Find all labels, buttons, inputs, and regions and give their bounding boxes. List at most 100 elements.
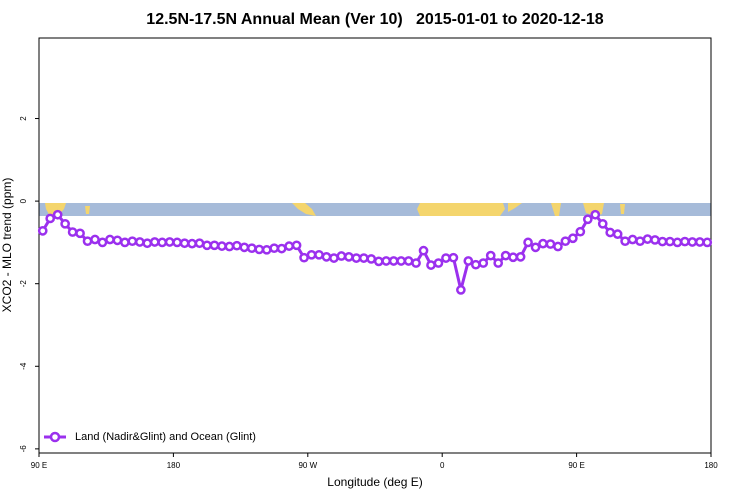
data-point xyxy=(321,252,332,262)
data-point xyxy=(52,209,63,220)
data-point xyxy=(575,226,586,237)
y-axis-label: XCO2 - MLO trend (ppm) xyxy=(0,178,14,313)
data-point xyxy=(545,239,556,249)
data-point xyxy=(284,241,294,251)
data-point xyxy=(75,228,85,239)
data-point xyxy=(67,227,78,237)
data-point xyxy=(112,235,123,246)
data-point xyxy=(627,234,638,245)
data-point xyxy=(291,240,302,251)
data-point xyxy=(269,243,280,254)
data-point xyxy=(515,252,526,262)
data-point xyxy=(134,237,145,247)
land xyxy=(620,204,625,214)
data-point xyxy=(239,242,250,253)
data-point xyxy=(568,233,578,244)
data-point xyxy=(500,250,511,261)
y-tick-label: -6 xyxy=(19,445,28,453)
data-point xyxy=(456,285,466,295)
data-point xyxy=(336,251,347,261)
data-point xyxy=(508,252,518,263)
data-point xyxy=(254,244,265,255)
data-point xyxy=(276,243,287,254)
data-point xyxy=(485,250,496,261)
x-tick-label: 0 xyxy=(440,461,445,470)
data-point xyxy=(60,218,70,229)
data-point xyxy=(37,225,48,236)
data-point xyxy=(657,236,668,247)
data-point xyxy=(306,249,317,260)
data-point xyxy=(441,253,451,263)
data-point xyxy=(605,227,616,238)
data-point xyxy=(344,252,354,262)
data-point xyxy=(381,256,392,266)
data-point xyxy=(224,241,235,252)
data-point xyxy=(523,237,533,248)
data-point xyxy=(217,241,227,251)
data-point xyxy=(553,241,563,252)
data-point xyxy=(597,218,608,229)
data-point xyxy=(635,236,645,247)
y-tick-label: -4 xyxy=(19,362,28,370)
data-point xyxy=(463,256,474,266)
data-point xyxy=(142,238,153,249)
x-axis-label: Longitude (deg E) xyxy=(327,475,422,489)
data-point xyxy=(45,213,56,224)
data-point xyxy=(149,237,160,247)
data-point xyxy=(403,256,414,266)
data-point xyxy=(209,240,220,251)
data-point xyxy=(612,229,623,239)
y-tick-label: 2 xyxy=(19,116,28,121)
legend-label: Land (Nadir&Glint) and Ocean (Glint) xyxy=(75,431,256,443)
data-point xyxy=(418,245,429,256)
data-point xyxy=(694,237,705,247)
data-point xyxy=(373,256,384,267)
data-point xyxy=(448,252,459,263)
land xyxy=(551,203,561,216)
data-point xyxy=(179,238,190,249)
data-point xyxy=(105,234,115,245)
land xyxy=(292,203,316,216)
data-point xyxy=(642,234,653,244)
data-point xyxy=(687,237,698,247)
data-point xyxy=(299,252,309,263)
data-point xyxy=(164,237,175,247)
data-point xyxy=(314,249,324,260)
data-point xyxy=(411,258,421,268)
data-point xyxy=(90,234,100,245)
data-point xyxy=(672,237,683,248)
chart-title: 12.5N-17.5N Annual Mean (Ver 10) 2015-01… xyxy=(146,11,604,28)
data-point xyxy=(426,260,436,270)
data-point xyxy=(478,258,489,268)
x-tick-label: 180 xyxy=(704,461,718,470)
data-point xyxy=(358,253,369,263)
data-point xyxy=(680,236,690,247)
data-point xyxy=(261,244,272,255)
data-point xyxy=(194,238,205,249)
series-line xyxy=(41,213,708,292)
data-point xyxy=(665,236,675,247)
data-point xyxy=(620,236,630,247)
data-point xyxy=(246,243,257,254)
plot-frame xyxy=(38,37,712,454)
data-point xyxy=(120,237,130,248)
data-point xyxy=(232,240,242,251)
legend: Land (Nadir&Glint) and Ocean (Glint) xyxy=(44,431,256,443)
data-point xyxy=(530,242,541,253)
ocean-band xyxy=(39,203,711,216)
data-point xyxy=(396,256,406,266)
y-tick-label: 0 xyxy=(19,198,28,203)
data-point xyxy=(702,237,713,248)
data-point xyxy=(470,259,481,270)
data-point xyxy=(366,254,377,264)
data-point xyxy=(351,253,362,263)
data-point xyxy=(388,256,399,266)
land xyxy=(508,203,522,212)
legend-marker xyxy=(49,431,61,443)
data-point xyxy=(329,253,339,263)
data-point xyxy=(82,236,93,247)
data-point xyxy=(433,258,444,268)
data-point xyxy=(650,235,660,245)
